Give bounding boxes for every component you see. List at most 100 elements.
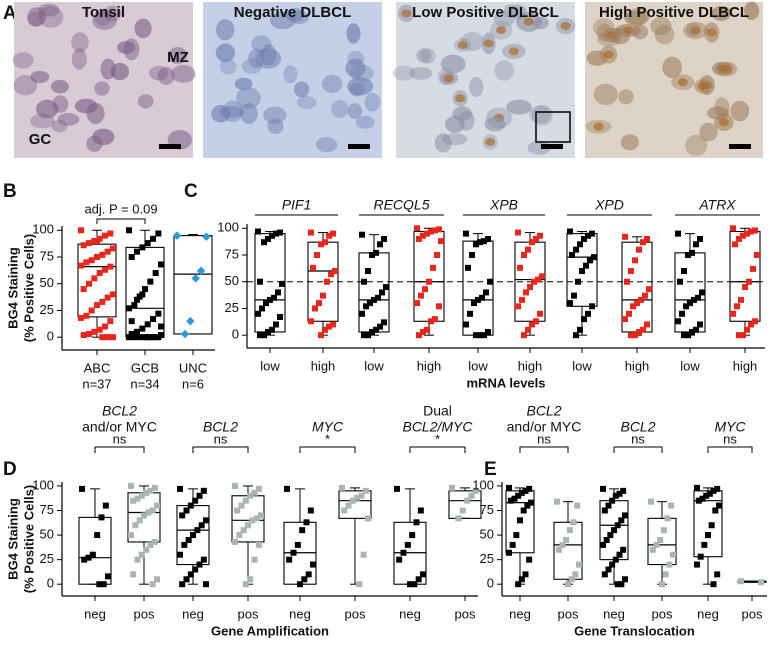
- data-point: [574, 502, 581, 509]
- data-point: [141, 512, 147, 519]
- data-point: [147, 278, 154, 285]
- data-point: [716, 502, 722, 509]
- data-point: [750, 265, 756, 272]
- data-point: [187, 571, 194, 578]
- data-point: [154, 576, 160, 583]
- data-point: [326, 323, 332, 330]
- cell-nucleus: [315, 136, 338, 153]
- data-point: [411, 581, 418, 588]
- data-point: [183, 576, 190, 583]
- data-point: [86, 240, 92, 247]
- data-point: [375, 294, 381, 301]
- data-point: [509, 541, 516, 548]
- group-title: RECQL5: [373, 197, 429, 213]
- region-label: MZ: [167, 49, 189, 66]
- data-point: [253, 515, 260, 522]
- data-point: [573, 246, 579, 253]
- data-point: [142, 286, 148, 293]
- data-point: [463, 230, 469, 237]
- data-point: [573, 332, 579, 339]
- x-tick-label: ABC: [84, 360, 111, 375]
- cell-nucleus: [618, 89, 634, 105]
- cell-nucleus: [219, 58, 237, 75]
- data-point: [107, 230, 114, 237]
- data-point: [414, 225, 420, 232]
- image-title: Tonsil: [82, 4, 125, 21]
- data-point: [373, 249, 379, 256]
- cell-nucleus: [349, 82, 365, 97]
- cell-nucleus: [289, 10, 309, 25]
- data-point: [428, 228, 434, 235]
- y-tick-label: 0: [487, 576, 494, 591]
- group-title: and/or MYC: [82, 419, 157, 435]
- cell-nucleus: [12, 52, 34, 69]
- data-point: [130, 497, 137, 504]
- cell-nucleus: [215, 43, 235, 63]
- data-point: [605, 566, 612, 573]
- group-title: BCL2: [526, 403, 561, 419]
- data-point: [714, 571, 721, 578]
- data-point: [712, 507, 719, 514]
- data-point: [705, 532, 711, 539]
- data-point: [151, 538, 158, 545]
- data-point: [600, 485, 606, 492]
- cell-nucleus: [699, 122, 718, 142]
- image-title: Negative DLBCL: [234, 4, 352, 21]
- data-point: [80, 286, 87, 293]
- cell-nucleus: [442, 133, 468, 146]
- cell-nucleus: [171, 64, 196, 83]
- data-point: [732, 241, 738, 248]
- data-point: [703, 492, 710, 499]
- data-point: [294, 541, 301, 548]
- data-point: [110, 334, 116, 341]
- data-point: [277, 314, 283, 320]
- data-point: [149, 507, 156, 514]
- data-point: [322, 326, 328, 333]
- data-point: [473, 241, 479, 248]
- data-point: [134, 556, 141, 563]
- data-point: [681, 332, 687, 339]
- data-point: [143, 489, 150, 496]
- data-point: [324, 278, 330, 285]
- data-point: [308, 229, 314, 236]
- data-point: [432, 316, 438, 323]
- data-point: [526, 485, 533, 492]
- cell-nucleus: [117, 41, 136, 54]
- data-point: [147, 487, 154, 494]
- data-point: [638, 296, 644, 303]
- stain-dot: [593, 122, 604, 131]
- cell-nucleus: [654, 25, 675, 45]
- data-point: [100, 581, 107, 588]
- cell-nucleus: [255, 48, 282, 69]
- data-point: [284, 485, 290, 492]
- cell-nucleus: [86, 102, 105, 125]
- data-point: [559, 541, 566, 548]
- significance: *: [325, 431, 330, 446]
- category-note: n=37: [82, 376, 111, 391]
- data-point: [307, 507, 314, 514]
- y-tick-label: 50: [480, 527, 494, 542]
- data-point: [687, 300, 693, 307]
- data-point: [196, 492, 203, 499]
- x-tick-label: GCB: [131, 360, 159, 375]
- data-point: [563, 536, 570, 543]
- y-tick-label: 50: [225, 273, 239, 288]
- data-point: [418, 292, 424, 299]
- x-tick-label: low: [468, 358, 488, 373]
- cell-nucleus: [416, 48, 432, 63]
- data-point: [748, 228, 754, 235]
- data-point: [144, 321, 151, 328]
- cell-nucleus: [296, 96, 317, 109]
- region-label: GC: [29, 131, 52, 148]
- data-point: [96, 270, 103, 277]
- data-point: [158, 323, 164, 330]
- cell-nucleus: [219, 105, 244, 119]
- data-point: [400, 549, 407, 556]
- data-point: [255, 485, 262, 492]
- x-tick-label: UNC: [179, 360, 207, 375]
- data-point: [99, 298, 106, 305]
- data-point: [99, 251, 106, 258]
- cell-nucleus: [347, 103, 363, 119]
- data-point: [634, 300, 640, 307]
- data-point: [479, 294, 485, 301]
